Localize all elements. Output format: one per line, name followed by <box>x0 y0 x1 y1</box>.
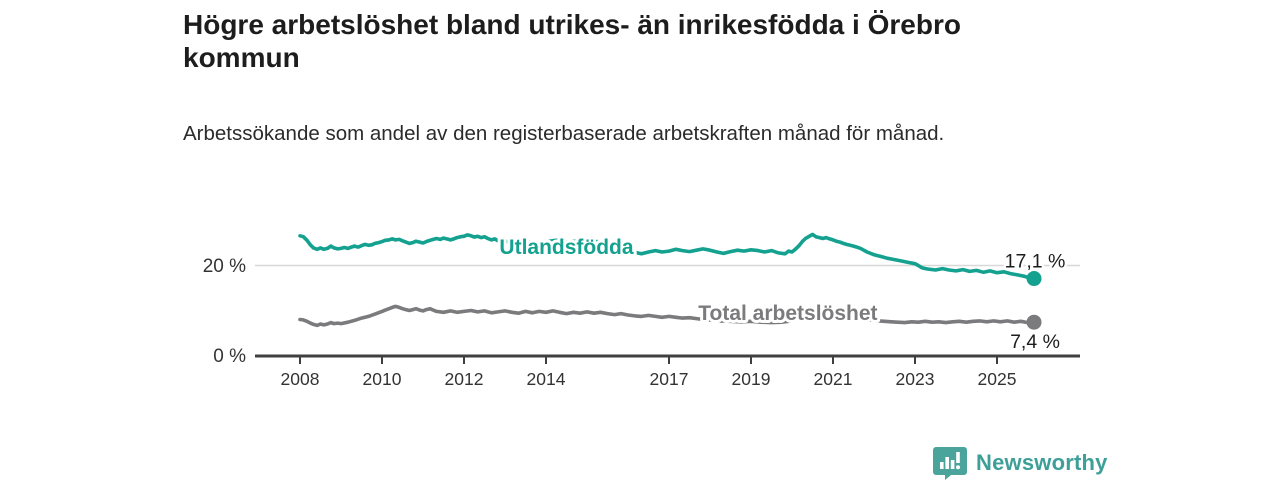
x-axis-label-2012: 2012 <box>445 369 484 389</box>
chart-subtitle: Arbetssökande som andel av den registerb… <box>183 122 945 145</box>
series-line-total-arbetslöshet <box>298 304 1033 328</box>
x-axis-label-2019: 2019 <box>732 369 771 389</box>
series-end-dot <box>1026 271 1042 287</box>
newsworthy-logo: Newsworthy <box>933 445 1108 480</box>
x-axis-label-2025: 2025 <box>978 369 1017 389</box>
x-axis-label-2021: 2021 <box>814 369 853 389</box>
y-axis-label-0: 0 % <box>213 346 246 367</box>
series-end-dot <box>1026 314 1042 330</box>
x-axis-label-2014: 2014 <box>527 369 566 389</box>
series-label-utlandsfödda: Utlandsfödda <box>499 236 633 259</box>
x-axis-label-2017: 2017 <box>650 369 689 389</box>
y-axis-label-20: 20 % <box>203 256 246 277</box>
end-value-label-total-arbetslöshet: 7,4 % <box>1010 331 1060 353</box>
series-line-utlandsfödda <box>298 232 1033 281</box>
x-axis-label-2008: 2008 <box>281 369 320 389</box>
newsworthy-logo-text: Newsworthy <box>976 449 1108 475</box>
end-value-label-utlandsfödda: 17,1 % <box>1005 251 1066 273</box>
series-label-total-arbetslöshet: Total arbetslöshet <box>698 302 877 325</box>
x-axis-label-2023: 2023 <box>896 369 935 389</box>
newsworthy-bar-chart-icon <box>933 445 967 480</box>
chart-title: Högre arbetslöshet bland utrikes- än inr… <box>183 9 961 73</box>
x-axis-label-2010: 2010 <box>363 369 402 389</box>
chart-header: Högre arbetslöshet bland utrikes- än inr… <box>183 8 1078 74</box>
